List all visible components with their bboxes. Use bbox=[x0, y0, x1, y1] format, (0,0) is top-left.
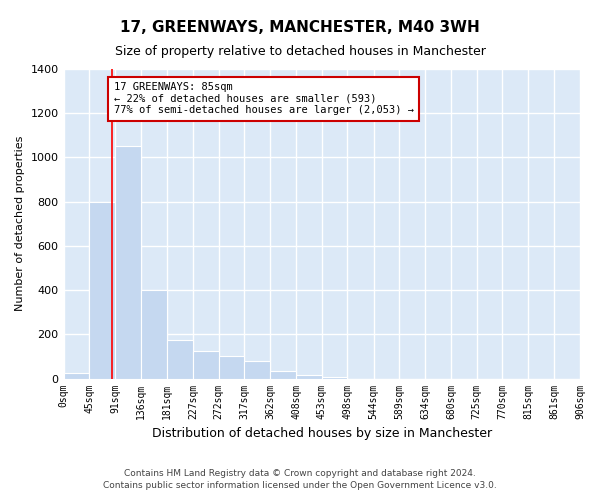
Text: Size of property relative to detached houses in Manchester: Size of property relative to detached ho… bbox=[115, 45, 485, 58]
Bar bbox=[270, 371, 296, 378]
Bar bbox=[141, 290, 167, 378]
Bar bbox=[244, 361, 270, 378]
Bar bbox=[296, 374, 322, 378]
Bar bbox=[89, 202, 115, 378]
Bar bbox=[218, 356, 244, 378]
Text: Contains HM Land Registry data © Crown copyright and database right 2024.
Contai: Contains HM Land Registry data © Crown c… bbox=[103, 468, 497, 490]
Y-axis label: Number of detached properties: Number of detached properties bbox=[15, 136, 25, 312]
Bar bbox=[64, 373, 89, 378]
Bar bbox=[115, 146, 141, 378]
Text: 17 GREENWAYS: 85sqm
← 22% of detached houses are smaller (593)
77% of semi-detac: 17 GREENWAYS: 85sqm ← 22% of detached ho… bbox=[114, 82, 414, 116]
Bar bbox=[193, 351, 218, 378]
Bar bbox=[167, 340, 193, 378]
Text: 17, GREENWAYS, MANCHESTER, M40 3WH: 17, GREENWAYS, MANCHESTER, M40 3WH bbox=[120, 20, 480, 35]
X-axis label: Distribution of detached houses by size in Manchester: Distribution of detached houses by size … bbox=[152, 427, 492, 440]
